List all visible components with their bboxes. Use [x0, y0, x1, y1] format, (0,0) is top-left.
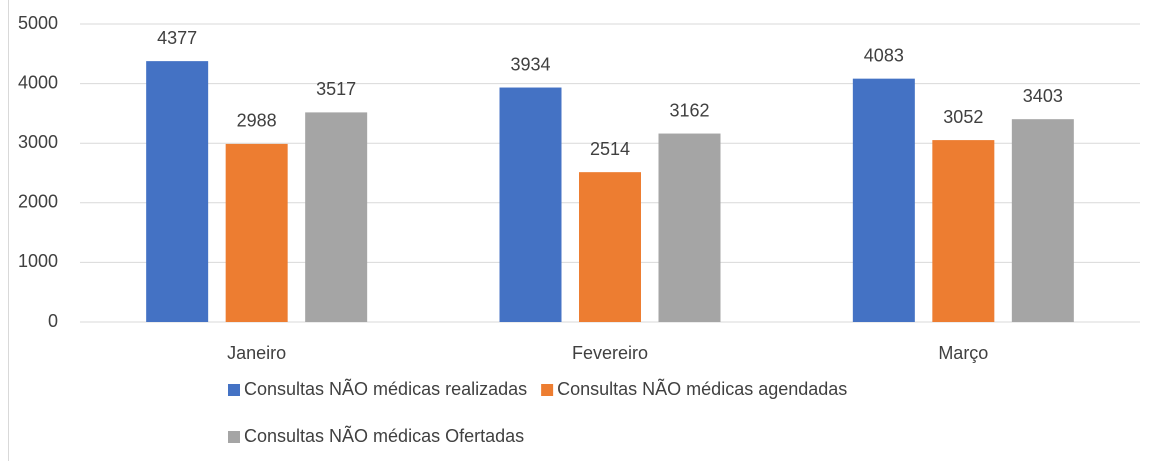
legend-label: Consultas NÃO médicas agendadas [557, 378, 847, 399]
data-label: 3162 [669, 100, 709, 120]
data-label: 3052 [943, 107, 983, 127]
bar [579, 172, 641, 322]
data-label: 3517 [316, 79, 356, 99]
bar [1011, 119, 1074, 322]
bar [305, 112, 368, 322]
legend-label: Consultas NÃO médicas Ofertadas [244, 425, 524, 446]
bar [658, 133, 721, 322]
data-label: 2514 [590, 139, 630, 159]
y-tick-label: 5000 [18, 13, 58, 33]
y-tick-label: 2000 [18, 192, 58, 212]
data-label: 2988 [237, 111, 277, 131]
x-tick-label: Janeiro [227, 343, 286, 363]
legend-swatch [541, 384, 554, 396]
data-label: 4377 [157, 28, 197, 48]
data-label: 4083 [864, 45, 904, 65]
y-tick-label: 3000 [18, 132, 58, 152]
data-label: 3403 [1023, 86, 1063, 106]
y-tick-label: 0 [48, 311, 58, 331]
data-label: 3934 [510, 54, 550, 74]
legend-swatch [228, 384, 240, 396]
bar [146, 61, 209, 322]
bar [225, 143, 288, 322]
y-tick-label: 4000 [18, 72, 58, 92]
bar [932, 140, 995, 322]
legend-swatch [228, 431, 240, 443]
legend-label: Consultas NÃO médicas realizadas [244, 378, 527, 399]
x-tick-label: Fevereiro [572, 343, 648, 363]
y-tick-label: 1000 [18, 251, 58, 271]
x-tick-label: Março [938, 343, 988, 363]
bar [499, 87, 562, 322]
bar [852, 78, 915, 322]
